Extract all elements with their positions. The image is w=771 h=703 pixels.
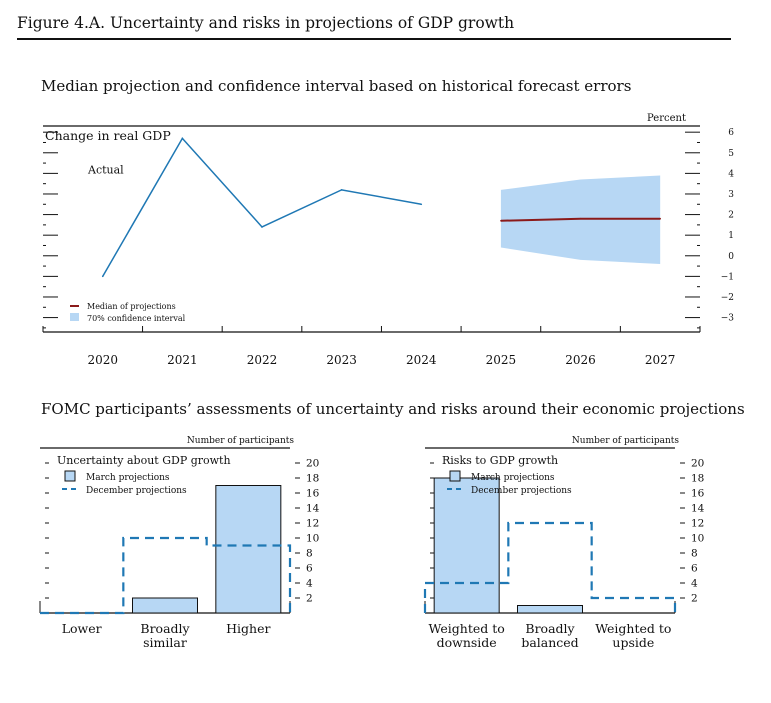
y-tick-label: 14 (306, 503, 320, 515)
december-outline (423, 521, 677, 613)
december-outline (40, 536, 292, 615)
title-rule (17, 38, 731, 40)
figure-title: Figure 4.A. Uncertainty and risks in pro… (17, 14, 515, 32)
risks-bar-chart: Number of participants Risks to GDP growt… (423, 436, 705, 650)
y-tick-label: 4 (691, 578, 698, 590)
legend-december-label: December projections (86, 486, 187, 496)
data-point (579, 217, 582, 220)
y-tick-label: 8 (691, 548, 698, 560)
y-tick-label: 2 (728, 211, 734, 221)
legend-march-swatch (449, 470, 461, 482)
legend-median-label: Median of projections (87, 302, 176, 311)
legend-march-swatch (64, 470, 76, 482)
y-tick-label: 10 (306, 533, 319, 545)
y-tick-label: −1 (721, 272, 734, 282)
data-point (500, 219, 502, 222)
category-label: Weighted to downside (429, 621, 505, 650)
legend-band-label: 70% confidence interval (87, 314, 186, 323)
data-point (420, 203, 423, 206)
bar-march (517, 605, 583, 614)
y-tick-label: 0 (728, 252, 734, 262)
y-tick-label: 6 (306, 563, 313, 575)
data-point (101, 275, 104, 278)
y-tick-label: 12 (306, 518, 319, 530)
y-tick-label: −2 (721, 293, 734, 303)
legend-march-label: March projections (86, 473, 170, 483)
y-tick-label: 4 (306, 578, 313, 590)
x-tick-label: 2023 (326, 353, 357, 367)
y-tick-label: 8 (306, 548, 313, 560)
top-chart-subtitle: Median projection and confidence interva… (41, 77, 632, 95)
category-label: Broadly balanced (521, 621, 578, 650)
bar-march (215, 485, 282, 614)
y-tick-label: 14 (691, 503, 705, 515)
confidence-band (500, 175, 661, 265)
y-tick-label: 6 (728, 128, 734, 138)
y-tick-label: 16 (306, 488, 320, 500)
data-point (340, 189, 343, 191)
chart-title: Risks to GDP growth (442, 454, 558, 467)
y-tick-label: 6 (691, 563, 698, 575)
y-tick-label: 16 (691, 488, 705, 500)
actual-series-line (102, 137, 422, 277)
data-point (181, 137, 184, 140)
legend-march-label: March projections (471, 473, 555, 483)
y-tick-label: 2 (691, 593, 698, 605)
y-tick-label: −3 (721, 314, 735, 324)
x-tick-label: 2024 (406, 353, 437, 367)
y-tick-label: 2 (306, 593, 313, 605)
category-label: Weighted to upside (595, 621, 671, 650)
x-tick-label: 2026 (565, 353, 596, 367)
y-tick-label: 12 (691, 518, 704, 530)
y-tick-label: 18 (691, 473, 704, 485)
y-tick-label: 18 (306, 473, 319, 485)
bar-march (433, 477, 500, 614)
bar-march (132, 597, 198, 614)
y-tick-label: 5 (728, 149, 734, 159)
chart-title: Uncertainty about GDP growth (57, 454, 231, 467)
data-point (261, 226, 263, 228)
y-tick-label: 4 (728, 169, 734, 179)
uncertainty-bar-chart: Number of participants Uncertainty about … (39, 436, 320, 650)
category-label: Higher (226, 621, 270, 636)
x-tick-label: 2021 (167, 353, 198, 367)
y-tick-label: 20 (691, 458, 704, 470)
unit-label: Percent (647, 113, 686, 124)
legend-december-label: December projections (471, 486, 572, 496)
unit-label: Number of participants (572, 436, 679, 446)
category-label: Lower (62, 621, 102, 636)
y-tick-label: 1 (728, 231, 734, 241)
bottom-charts-subtitle: FOMC participants’ assessments of uncert… (41, 400, 745, 418)
y-tick-label: 20 (306, 458, 319, 470)
data-point (659, 217, 661, 220)
x-tick-label: 2022 (247, 353, 278, 367)
x-tick-label: 2025 (486, 353, 517, 367)
chart-title: Change in real GDP (45, 128, 171, 143)
legend-band-swatch (70, 313, 79, 321)
line-chart: Percent Change in real GDP 6 5 4 3 2 1 0 −1 −2 −3 20… (42, 113, 735, 367)
actual-annotation: Actual (87, 163, 124, 176)
y-tick-label: 10 (691, 533, 704, 545)
x-tick-label: 2027 (645, 353, 676, 367)
unit-label: Number of participants (187, 436, 294, 446)
category-label: Broadly similar (140, 621, 190, 650)
x-tick-label: 2020 (87, 353, 118, 367)
y-tick-label: 3 (728, 190, 734, 200)
